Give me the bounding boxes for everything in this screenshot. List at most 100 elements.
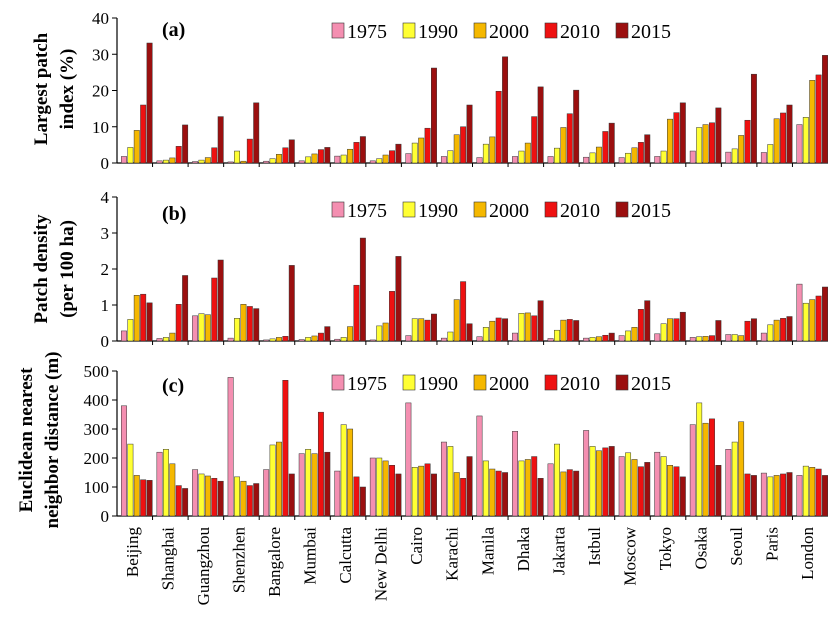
bar-b-1990-beijing bbox=[127, 319, 134, 342]
bar-b-1990-cairo bbox=[411, 318, 418, 342]
bar-b-1975-cairo bbox=[405, 335, 412, 342]
bar-c-2015-seoul bbox=[750, 475, 757, 517]
bar-a-2000-seoul bbox=[738, 135, 745, 164]
bar-c-1990-calcutta bbox=[340, 424, 347, 517]
bar-b-1990-tokyo bbox=[660, 323, 667, 342]
bar-c-1990-shanghai bbox=[162, 449, 169, 517]
bar-c-1975-shanghai bbox=[156, 451, 163, 517]
bar-a-2015-karachi bbox=[466, 104, 473, 164]
legend-swatch-1990 bbox=[402, 201, 416, 218]
bar-b-2015-new-delhi bbox=[395, 256, 402, 342]
bar-a-2015-new-delhi bbox=[395, 143, 402, 164]
legend-label-2015: 2015 bbox=[631, 200, 671, 222]
bar-a-2010-mumbai bbox=[317, 149, 324, 164]
bar-a-1975-osaka bbox=[689, 150, 696, 164]
panel-a-ytick-label: 10 bbox=[92, 118, 109, 137]
bar-a-1990-karachi bbox=[447, 150, 454, 164]
bar-a-1990-manila bbox=[482, 143, 489, 164]
bar-b-2000-beijing bbox=[133, 295, 140, 342]
bar-c-1990-guangzhou bbox=[198, 473, 205, 517]
bar-a-2000-istbul bbox=[595, 146, 602, 164]
bar-c-2000-dhaka bbox=[524, 459, 531, 517]
legend-label-1975: 1975 bbox=[347, 200, 387, 222]
bar-a-2015-manila bbox=[502, 56, 509, 164]
bar-b-2010-cairo bbox=[424, 319, 431, 342]
bar-a-2000-tokyo bbox=[667, 118, 673, 164]
bar-a-2015-shanghai bbox=[182, 124, 189, 164]
x-category-label: Cairo bbox=[407, 527, 426, 565]
bar-a-1990-jakarta bbox=[554, 147, 560, 164]
bar-a-2010-moscow bbox=[637, 142, 644, 164]
bar-a-2015-osaka bbox=[715, 107, 722, 164]
legend-label-2015: 2015 bbox=[631, 21, 671, 43]
bar-c-1975-osaka bbox=[689, 424, 696, 517]
bar-a-1990-calcutta bbox=[340, 154, 347, 164]
legend-label-2000: 2000 bbox=[489, 200, 529, 222]
panel-c-ytick-label: 400 bbox=[84, 391, 110, 410]
bar-c-1975-mumbai bbox=[298, 453, 305, 517]
bar-b-2000-calcutta bbox=[347, 326, 354, 342]
bar-c-2010-shanghai bbox=[175, 485, 182, 517]
bar-c-2000-paris bbox=[773, 475, 780, 517]
bar-b-2015-seoul bbox=[750, 318, 757, 342]
bar-b-1975-mumbai bbox=[298, 339, 305, 342]
bar-c-2015-shanghai bbox=[182, 488, 189, 517]
bar-c-1975-seoul bbox=[725, 449, 732, 517]
bar-b-2015-manila bbox=[502, 318, 509, 342]
bar-c-2015-dhaka bbox=[537, 478, 544, 517]
bar-a-1990-beijing bbox=[127, 147, 134, 164]
legend-label-1975: 1975 bbox=[347, 21, 387, 43]
bar-c-1990-tokyo bbox=[660, 456, 667, 517]
bar-a-1990-dhaka bbox=[518, 150, 525, 164]
bar-b-1975-osaka bbox=[689, 337, 696, 342]
bar-a-2010-bangalore bbox=[282, 147, 289, 164]
bar-a-2010-new-delhi bbox=[389, 150, 395, 164]
panel-b-plot: 0 1 2 3 4 1975 1990 2000 2010 2015 bbox=[101, 188, 828, 351]
bar-a-1975-cairo bbox=[405, 153, 412, 164]
panel-b-ytick-label: 0 bbox=[101, 332, 110, 351]
bar-b-2015-shanghai bbox=[182, 275, 189, 342]
bar-a-2000-karachi bbox=[453, 134, 460, 164]
bar-c-2000-bangalore bbox=[276, 441, 282, 517]
bar-c-2000-new-delhi bbox=[382, 460, 389, 517]
bar-b-1990-seoul bbox=[731, 334, 738, 342]
bar-b-1975-london bbox=[796, 283, 803, 342]
bar-c-1990-istbul bbox=[589, 446, 596, 517]
bar-c-1990-jakarta bbox=[554, 443, 560, 517]
panel-a-plot: 0 10 20 30 40 1975 1990 2000 2010 2015 bbox=[92, 9, 828, 173]
bar-c-2015-osaka bbox=[715, 465, 722, 517]
panel-b-tag: (b) bbox=[162, 203, 186, 225]
bar-c-2015-istbul bbox=[608, 446, 615, 517]
bar-b-2000-shenzhen bbox=[240, 304, 247, 342]
bar-c-1975-paris bbox=[760, 472, 767, 517]
bar-a-1975-tokyo bbox=[654, 156, 661, 164]
bar-c-2015-moscow bbox=[644, 462, 651, 517]
legend-label-1990: 1990 bbox=[418, 373, 458, 395]
bar-b-2015-paris bbox=[786, 316, 793, 342]
bar-c-1975-bangalore bbox=[263, 469, 270, 517]
bar-b-2010-manila bbox=[495, 317, 502, 342]
bar-b-2015-istbul bbox=[608, 332, 615, 342]
bar-c-1990-moscow bbox=[625, 452, 632, 517]
bar-b-1975-beijing bbox=[121, 330, 127, 342]
bar-c-2015-cairo bbox=[431, 473, 437, 517]
bar-a-1975-beijing bbox=[121, 156, 127, 164]
bar-c-1975-dhaka bbox=[512, 431, 518, 517]
bar-a-2010-paris bbox=[780, 112, 787, 164]
bar-c-2015-new-delhi bbox=[395, 473, 402, 517]
bar-c-2010-manila bbox=[495, 470, 502, 517]
bar-c-2000-moscow bbox=[631, 459, 638, 517]
bar-b-2000-jakarta bbox=[560, 319, 567, 342]
bar-a-1975-new-delhi bbox=[369, 160, 376, 164]
legend-swatch-2015 bbox=[615, 374, 629, 391]
bar-c-2010-seoul bbox=[744, 473, 751, 517]
panel-c-ytick-label: 100 bbox=[84, 478, 110, 497]
panel-b-ytick-label: 4 bbox=[101, 188, 110, 207]
bar-c-1990-osaka bbox=[696, 402, 703, 517]
bar-c-2010-mumbai bbox=[317, 411, 324, 517]
bar-c-1990-beijing bbox=[127, 443, 134, 517]
bar-c-1975-calcutta bbox=[334, 470, 341, 517]
bar-a-2000-beijing bbox=[133, 130, 140, 164]
bar-c-1975-beijing bbox=[121, 405, 127, 517]
